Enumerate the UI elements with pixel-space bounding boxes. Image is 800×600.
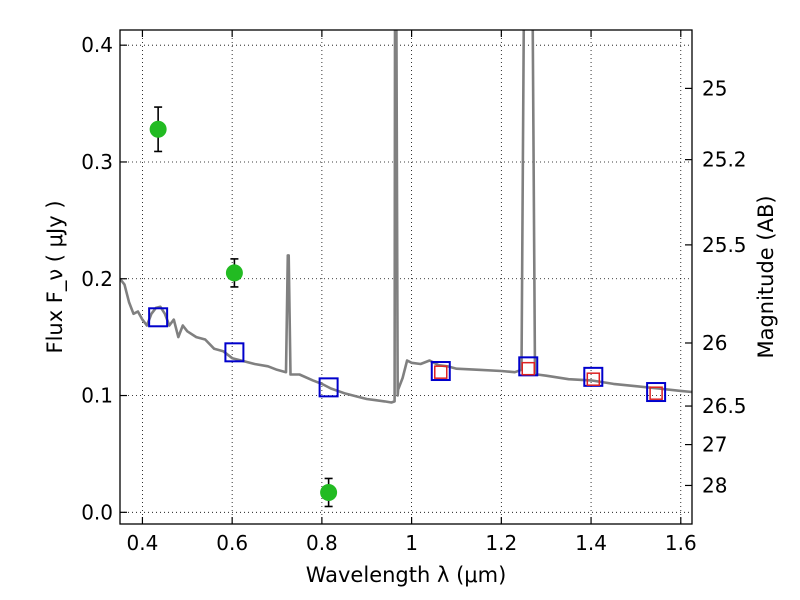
right-tick-label: 26.5 [702,394,747,418]
y-axis-label: Flux F_ν ( μJy ) [43,200,68,353]
y-tick-label: 0.3 [81,150,113,174]
model-photometry-square [148,307,169,328]
model-photometry-square [646,382,667,403]
observed-photometry-square [586,372,601,386]
x-tick-label: 0.4 [127,531,159,555]
spectrum-line [120,30,692,404]
x-axis: 0.4 0.6 0.8 1 1.2 1.4 1.6 [127,30,697,555]
x-tick-label: 0.8 [306,531,338,555]
observed-flux-point [320,483,338,501]
right-tick-label: 27 [702,433,727,457]
right-tick-label: 25.2 [702,148,747,172]
spectrum-layer [120,30,692,404]
y-axis-right: 25 25.2 25.5 26 26.5 27 28 [685,76,747,497]
x-tick-label: 0.6 [216,531,248,555]
x-axis-label: Wavelength λ (μm) [306,563,507,587]
x-tick-label: 1 [405,531,418,555]
right-tick-label: 26 [702,331,727,355]
y-tick-label: 0.0 [81,500,113,524]
observed-flux-point [149,120,167,138]
plot-frame [119,29,693,525]
x-tick-label: 1.2 [485,531,517,555]
right-tick-label: 25.5 [702,233,747,257]
y-axis-right-label: Magnitude (AB) [754,195,778,358]
grid [120,30,692,524]
x-tick-label: 1.6 [665,531,697,555]
observed-flux-point [225,264,243,282]
x-tick-label: 1.4 [575,531,607,555]
observed-photometry-square [434,365,448,379]
y-tick-label: 0.1 [81,384,113,408]
y-axis-label-text: Flux F_ν ( μJy ) [43,200,68,353]
y-axis-left: 0.0 0.1 0.2 0.3 0.4 [81,33,127,524]
y-axis-right-label-text: Magnitude (AB) [754,195,778,358]
model-photometry-square [224,342,245,363]
model-photometry-square [430,361,451,382]
y-tick-label: 0.4 [81,33,113,57]
observed-photometry-square [649,386,663,400]
marker-layer [148,106,667,508]
right-tick-label: 25 [702,76,727,100]
right-tick-label: 28 [702,473,727,497]
y-tick-label: 0.2 [81,267,113,291]
model-photometry-square [318,377,339,398]
observed-photometry-square [521,361,536,376]
